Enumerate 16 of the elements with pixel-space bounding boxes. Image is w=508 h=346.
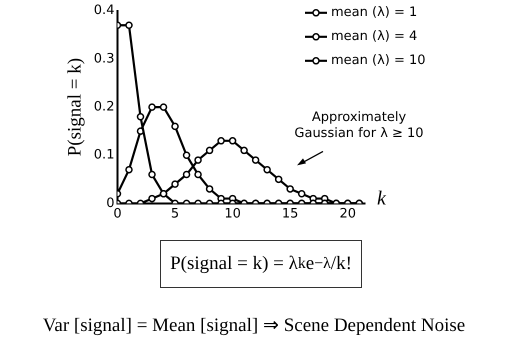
y-tick-label: 0.1 <box>94 148 114 163</box>
y-tick-label: 0.4 <box>94 3 114 18</box>
legend-label: mean (λ) = 10 <box>331 53 426 68</box>
x-tick-label: 5 <box>170 206 180 222</box>
text: Var [signal] = Mean [signal] ⇒ Scene Dependent Noise <box>42 314 466 337</box>
y-axis-title: P(signal = k) <box>64 58 86 156</box>
x-axis-title: k <box>377 188 387 210</box>
x-tick-label: 15 <box>282 206 298 222</box>
y-tick-label: 0 <box>106 196 114 211</box>
x-tick-label: 20 <box>339 206 356 222</box>
legend-label: mean (λ) = 4 <box>331 29 418 44</box>
x-tick-label: 10 <box>224 206 241 222</box>
legend-label: mean (λ) = 1 <box>331 5 418 20</box>
y-tick-label: 0.3 <box>94 51 114 66</box>
y-tick-label: 0.2 <box>94 99 114 114</box>
annotation: Approximately Gaussian for λ ≥ 10 <box>294 110 424 141</box>
